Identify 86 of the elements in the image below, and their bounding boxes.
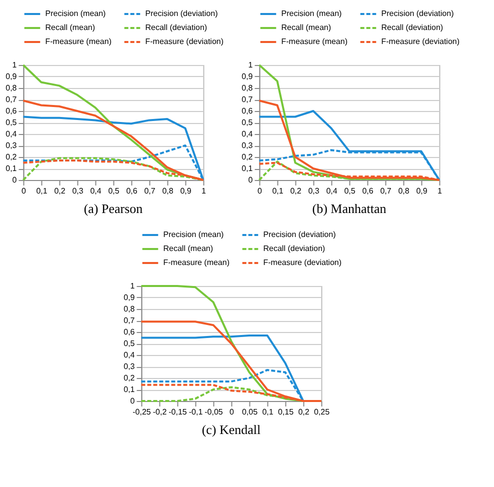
x-tick-label: 0,2 bbox=[298, 408, 310, 416]
y-tick-label: 0,3 bbox=[6, 141, 18, 150]
legend-label: Recall (mean) bbox=[45, 23, 96, 32]
x-tick-label: 1 bbox=[202, 186, 207, 196]
x-tick-label: 0,25 bbox=[314, 408, 330, 416]
y-tick-label: 1 bbox=[248, 60, 254, 70]
legend-label: Precision (mean) bbox=[281, 9, 342, 18]
x-tick-label: -0,05 bbox=[204, 408, 224, 416]
x-tick-label: 0,6 bbox=[362, 186, 374, 196]
y-tick-label: 0,1 bbox=[242, 164, 254, 173]
text: (a) Pearson bbox=[84, 201, 144, 216]
x-tick-label: 0,5 bbox=[108, 186, 120, 196]
text: (c) Kendall bbox=[202, 422, 262, 437]
legend-label: F-measure (mean) bbox=[281, 37, 348, 46]
y-tick-label: 1 bbox=[130, 282, 136, 290]
x-tick-label: -0,1 bbox=[188, 408, 204, 416]
legend-label: Recall (deviation) bbox=[263, 244, 326, 253]
x-tick-label: -0,25 bbox=[132, 408, 152, 416]
x-tick-label: 0,9 bbox=[180, 186, 192, 196]
legend-label: F-measure (mean) bbox=[45, 37, 112, 46]
y-tick-label: 0,6 bbox=[124, 328, 136, 336]
x-tick-label: 0,2 bbox=[54, 186, 66, 196]
legend-label: Recall (deviation) bbox=[381, 23, 444, 32]
x-tick-label: 0,2 bbox=[290, 186, 302, 196]
x-tick-label: 0,15 bbox=[278, 408, 294, 416]
y-tick-label: 0,5 bbox=[124, 339, 136, 348]
legend-label: Precision (mean) bbox=[163, 230, 224, 239]
y-tick-label: 0,6 bbox=[242, 106, 254, 116]
legend-label: Precision (mean) bbox=[45, 9, 106, 18]
x-tick-label: 0,1 bbox=[272, 186, 284, 196]
x-tick-label: 0 bbox=[230, 408, 235, 416]
y-tick-label: 0,8 bbox=[124, 304, 136, 314]
y-tick-label: 0,2 bbox=[124, 374, 136, 382]
y-tick-label: 0 bbox=[248, 176, 254, 184]
x-tick-label: 0,05 bbox=[242, 408, 258, 416]
legend-label: F-measure (mean) bbox=[163, 258, 230, 267]
legend-label: Recall (mean) bbox=[281, 23, 332, 32]
x-tick-label: 0 bbox=[258, 186, 263, 196]
y-tick-label: 0,8 bbox=[242, 84, 254, 92]
y-tick-label: 0,7 bbox=[242, 95, 254, 104]
x-tick-label: 0 bbox=[22, 186, 27, 196]
legend-label: F-measure (deviation) bbox=[263, 258, 342, 267]
x-tick-label: 0,8 bbox=[162, 186, 174, 196]
y-tick-label: 0,1 bbox=[124, 385, 136, 394]
y-tick-label: 0,6 bbox=[6, 106, 18, 116]
x-tick-label: 0,5 bbox=[344, 186, 356, 196]
x-tick-label: -0,15 bbox=[168, 408, 188, 416]
x-tick-label: 0,3 bbox=[308, 186, 320, 196]
x-tick-label: -0,2 bbox=[152, 408, 168, 416]
y-tick-label: 0,1 bbox=[6, 164, 18, 173]
y-tick-label: 1 bbox=[12, 60, 18, 70]
y-tick-label: 0,8 bbox=[6, 84, 18, 92]
y-tick-label: 0,5 bbox=[6, 118, 18, 127]
x-tick-label: 0,1 bbox=[262, 408, 274, 416]
legend-label: F-measure (deviation) bbox=[381, 37, 460, 46]
y-tick-label: 0,3 bbox=[242, 141, 254, 150]
legend-label: Precision (deviation) bbox=[145, 9, 218, 18]
x-tick-label: 0,7 bbox=[380, 186, 392, 196]
legend-label: Recall (mean) bbox=[163, 244, 214, 253]
legend-label: Precision (deviation) bbox=[381, 9, 454, 18]
y-tick-label: 0,9 bbox=[242, 72, 254, 81]
y-tick-label: 0,2 bbox=[6, 152, 18, 162]
x-tick-label: 0,1 bbox=[36, 186, 48, 196]
y-tick-label: 0,9 bbox=[124, 293, 136, 302]
y-tick-label: 0,5 bbox=[242, 118, 254, 127]
x-tick-label: 0,8 bbox=[398, 186, 410, 196]
x-tick-label: 0,7 bbox=[144, 186, 156, 196]
x-tick-label: 1 bbox=[438, 186, 443, 196]
text: (b) Manhattan bbox=[312, 201, 387, 216]
y-tick-label: 0,7 bbox=[124, 316, 136, 325]
legend-label: Precision (deviation) bbox=[263, 230, 336, 239]
legend-label: F-measure (deviation) bbox=[145, 37, 224, 46]
y-tick-label: 0,7 bbox=[6, 95, 18, 104]
y-tick-label: 0,4 bbox=[242, 130, 254, 138]
y-tick-label: 0,9 bbox=[6, 72, 18, 81]
y-tick-label: 0 bbox=[130, 396, 136, 406]
x-tick-label: 0,4 bbox=[326, 186, 338, 196]
legend-label: Recall (deviation) bbox=[145, 23, 208, 32]
x-tick-label: 0,9 bbox=[416, 186, 428, 196]
x-tick-label: 0,3 bbox=[72, 186, 84, 196]
y-tick-label: 0,2 bbox=[242, 152, 254, 162]
y-tick-label: 0,3 bbox=[124, 362, 136, 371]
y-tick-label: 0,4 bbox=[6, 130, 18, 138]
y-tick-label: 0,4 bbox=[124, 350, 136, 360]
x-tick-label: 0,4 bbox=[90, 186, 102, 196]
y-tick-label: 0 bbox=[12, 176, 18, 184]
